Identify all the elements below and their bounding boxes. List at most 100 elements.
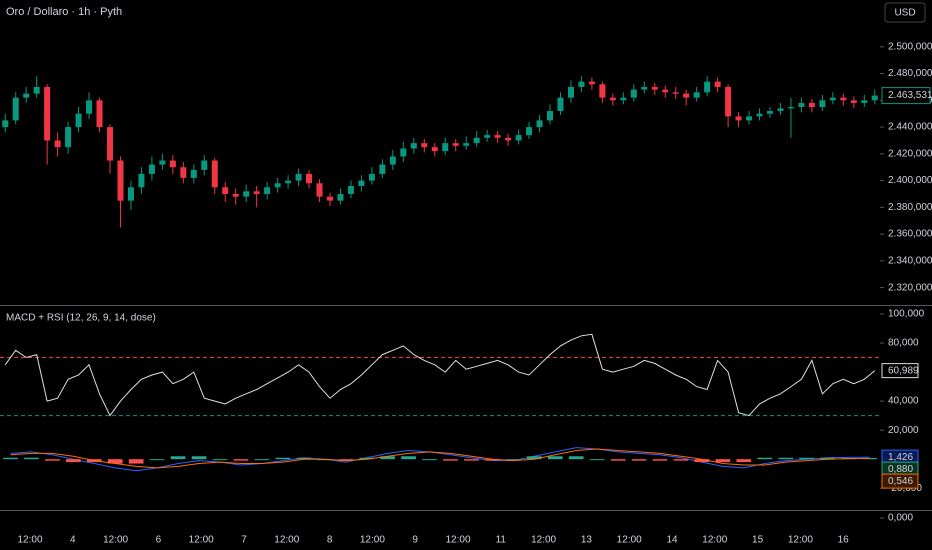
y-tick-label: 2.420,000 bbox=[888, 148, 932, 159]
candle-body bbox=[285, 180, 292, 184]
candle-body bbox=[295, 173, 302, 181]
histogram-bar bbox=[443, 459, 458, 461]
candle-body bbox=[578, 81, 585, 87]
histogram-bar bbox=[715, 459, 731, 463]
histogram-bar bbox=[296, 457, 312, 460]
candle-body bbox=[704, 81, 711, 93]
candle-body bbox=[264, 187, 271, 194]
y-tick-label: 2.400,000 bbox=[888, 175, 932, 186]
x-tick-label: 12:00 bbox=[788, 535, 813, 546]
candle-body bbox=[484, 135, 491, 138]
candle-body bbox=[620, 97, 627, 101]
histogram-bar bbox=[359, 457, 374, 460]
y-tick-label: 2.360,000 bbox=[888, 229, 932, 240]
histogram-bar bbox=[631, 459, 647, 461]
candle-body bbox=[526, 127, 533, 136]
candle-body bbox=[306, 173, 313, 184]
histogram-bar bbox=[422, 459, 437, 461]
candle-body bbox=[714, 81, 721, 87]
candle-body bbox=[169, 160, 176, 168]
candle-body bbox=[693, 92, 700, 98]
histogram-bar bbox=[589, 459, 605, 461]
candle-body bbox=[243, 191, 250, 197]
candle-body bbox=[127, 187, 134, 201]
histogram-bar bbox=[778, 457, 794, 460]
candle-body bbox=[588, 81, 595, 85]
y-tick-label: 80,000 bbox=[888, 338, 919, 349]
histogram-bar bbox=[212, 459, 228, 461]
x-tick-label: 12:00 bbox=[274, 535, 299, 546]
histogram-bar bbox=[736, 459, 752, 463]
histogram-bar bbox=[862, 457, 877, 460]
candle-body bbox=[253, 191, 260, 194]
candle-body bbox=[316, 183, 323, 197]
x-tick-label: 7 bbox=[241, 535, 247, 546]
candle-body bbox=[536, 120, 543, 128]
candle-body bbox=[65, 127, 72, 148]
candle-body bbox=[23, 93, 30, 98]
value-label-box bbox=[881, 363, 919, 379]
candle-body bbox=[12, 97, 19, 121]
candle-body bbox=[609, 97, 616, 101]
candle-body bbox=[819, 100, 826, 108]
candle-body bbox=[871, 95, 878, 101]
candle-body bbox=[672, 92, 679, 94]
candle-body bbox=[347, 185, 354, 194]
candle-body bbox=[808, 103, 815, 108]
candle-body bbox=[662, 89, 669, 93]
x-tick-label: 12:00 bbox=[17, 535, 42, 546]
value-label: 1,426 bbox=[888, 452, 913, 463]
histogram-bar bbox=[820, 457, 835, 460]
candle-body bbox=[148, 164, 155, 174]
histogram-bar bbox=[128, 459, 144, 464]
candle-body bbox=[421, 143, 428, 148]
candle-body bbox=[567, 86, 574, 98]
candle-body bbox=[850, 100, 857, 104]
candle-body bbox=[505, 137, 512, 141]
candle-body bbox=[75, 113, 82, 128]
histogram-bar bbox=[547, 456, 563, 460]
candle-body bbox=[494, 135, 501, 138]
last-price-box bbox=[881, 87, 931, 105]
candle-body bbox=[840, 97, 847, 101]
candle-body bbox=[389, 156, 396, 165]
x-tick-label: 12:00 bbox=[103, 535, 128, 546]
histogram-bar bbox=[338, 459, 354, 461]
histogram-bar bbox=[506, 459, 521, 461]
candle-body bbox=[222, 187, 229, 194]
x-tick-label: 16 bbox=[838, 535, 850, 546]
candle-body bbox=[368, 173, 375, 181]
candle-body bbox=[86, 100, 93, 114]
histogram-bar bbox=[254, 459, 270, 461]
candle-body bbox=[861, 100, 868, 104]
candle-body bbox=[117, 160, 124, 201]
indicator-title: MACD + RSI (12, 26, 9, 14, dose) bbox=[6, 313, 156, 324]
candle-body bbox=[746, 116, 753, 121]
candle-body bbox=[557, 97, 564, 112]
y-tick-label: 2.320,000 bbox=[888, 282, 932, 293]
candle-body bbox=[798, 103, 805, 108]
candle-body bbox=[400, 148, 407, 157]
y-tick-label: 2.440,000 bbox=[888, 122, 932, 133]
y-tick-label: 2.380,000 bbox=[888, 202, 932, 213]
candle-body bbox=[452, 143, 459, 146]
value-label: 60,989 bbox=[888, 365, 919, 376]
currency-button[interactable] bbox=[884, 2, 926, 23]
histogram-bar bbox=[799, 457, 814, 460]
candle-body bbox=[211, 160, 218, 188]
y-tick-label: 40,000 bbox=[888, 396, 919, 407]
candle-body bbox=[2, 120, 9, 128]
histogram-bar bbox=[526, 456, 542, 460]
candle-body bbox=[683, 93, 690, 98]
y-tick-label: 2.500,000 bbox=[888, 41, 932, 52]
value-label-box bbox=[881, 473, 919, 489]
candle-body bbox=[410, 143, 417, 149]
candle-body bbox=[442, 143, 449, 152]
x-tick-label: 15 bbox=[752, 535, 764, 546]
candle-body bbox=[107, 127, 113, 161]
histogram-bar bbox=[694, 459, 710, 463]
y-tick-label: 2.340,000 bbox=[888, 255, 932, 266]
currency-label[interactable]: USD bbox=[894, 8, 915, 19]
y-tick-label: 100,000 bbox=[888, 309, 925, 320]
